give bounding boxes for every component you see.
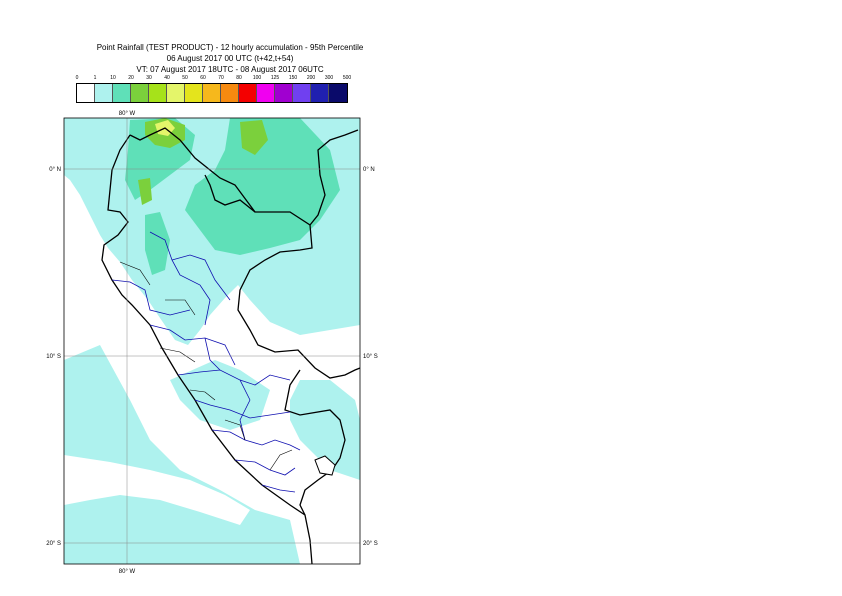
lon-label-top: 80° W bbox=[119, 111, 136, 117]
legend-threshold-label: 30 bbox=[146, 75, 152, 81]
lat-label-right-0: 0° N bbox=[363, 167, 375, 173]
lat-label-left-10s: 10° S bbox=[46, 354, 61, 360]
rain-area-heavy-ne bbox=[240, 120, 268, 155]
legend-threshold-label: 150 bbox=[288, 75, 298, 81]
legend-threshold-label: 20 bbox=[128, 75, 134, 81]
rain-area-moderate bbox=[185, 118, 340, 255]
legend-threshold-label: 100 bbox=[252, 75, 262, 81]
legend-swatch bbox=[311, 84, 329, 102]
legend-swatch bbox=[293, 84, 311, 102]
rain-area-heavy-west bbox=[138, 178, 152, 205]
legend-swatch bbox=[113, 84, 131, 102]
legend-swatch bbox=[239, 84, 257, 102]
graticule bbox=[64, 118, 360, 564]
legend-threshold-label: 60 bbox=[200, 75, 206, 81]
lake-titicaca bbox=[314, 455, 336, 476]
legend-swatch bbox=[221, 84, 239, 102]
legend-threshold-label: 40 bbox=[164, 75, 170, 81]
legend-threshold-label: 500 bbox=[342, 75, 352, 81]
legend-threshold-label: 70 bbox=[218, 75, 224, 81]
legend-swatch bbox=[257, 84, 275, 102]
legend-swatch bbox=[167, 84, 185, 102]
legend-threshold-label: 80 bbox=[236, 75, 242, 81]
rain-area-light-inland bbox=[170, 360, 270, 430]
run-time: 06 August 2017 00 UTC (t+42,t+54) bbox=[166, 54, 294, 63]
legend-threshold-labels: 0 1 10 20 30 40 50 60 70 80 100 125 150 200 300 500 bbox=[0, 75, 842, 83]
national-border-ne bbox=[204, 129, 359, 226]
lat-label-left-0: 0° N bbox=[49, 167, 61, 173]
legend-threshold-label: 0 bbox=[75, 75, 79, 81]
national-border bbox=[129, 127, 360, 516]
legend-swatch bbox=[329, 84, 347, 102]
lat-label-left-20s: 20° S bbox=[46, 541, 61, 547]
legend-threshold-label: 1 bbox=[93, 75, 97, 81]
lat-label-right-20s: 20° S bbox=[363, 541, 378, 547]
lon-label-bottom: 80° W bbox=[119, 569, 136, 575]
map-frame bbox=[63, 117, 361, 565]
legend-swatch bbox=[149, 84, 167, 102]
legend-swatch bbox=[77, 84, 95, 102]
valid-time: VT: 07 August 2017 18UTC - 08 August 201… bbox=[136, 65, 324, 74]
rain-area-moderate-ridge bbox=[145, 212, 170, 275]
legend-threshold-label: 50 bbox=[182, 75, 188, 81]
legend-swatch bbox=[131, 84, 149, 102]
department-boundaries bbox=[119, 261, 293, 471]
legend-threshold-label: 10 bbox=[110, 75, 116, 81]
color-legend bbox=[76, 83, 348, 103]
regional-boundaries bbox=[111, 231, 301, 493]
legend-swatch bbox=[95, 84, 113, 102]
rain-area-light-east bbox=[290, 380, 360, 480]
legend-swatch bbox=[203, 84, 221, 102]
legend-threshold-label: 300 bbox=[324, 75, 334, 81]
legend-swatch bbox=[185, 84, 203, 102]
legend-threshold-label: 200 bbox=[306, 75, 316, 81]
legend-swatch bbox=[275, 84, 293, 102]
lat-label-right-10s: 10° S bbox=[363, 354, 378, 360]
map-title: Point Rainfall (TEST PRODUCT) - 12 hourl… bbox=[96, 43, 364, 52]
rain-area-light-coast bbox=[64, 455, 250, 525]
legend-threshold-label: 125 bbox=[270, 75, 280, 81]
